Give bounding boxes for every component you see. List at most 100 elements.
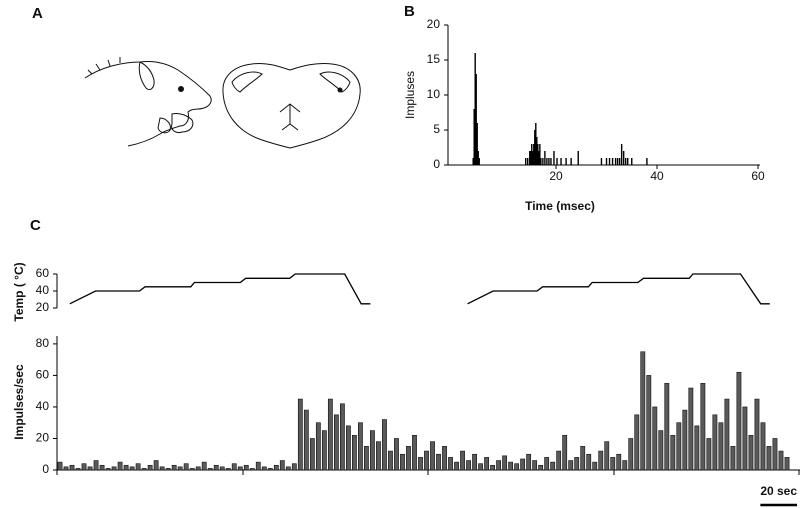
y-tick-label: 60 bbox=[36, 368, 50, 382]
bar bbox=[424, 450, 429, 471]
bar bbox=[542, 158, 544, 165]
bar bbox=[534, 130, 536, 165]
bar bbox=[658, 430, 664, 471]
bar bbox=[646, 158, 648, 165]
bar bbox=[622, 151, 625, 165]
bar bbox=[530, 151, 532, 165]
panel-label: B bbox=[404, 3, 415, 20]
bar bbox=[608, 158, 611, 165]
bar bbox=[472, 453, 477, 471]
bar bbox=[676, 422, 682, 471]
bar bbox=[466, 460, 471, 471]
bar bbox=[171, 464, 177, 471]
bar bbox=[352, 435, 357, 471]
bar bbox=[616, 453, 622, 471]
bar bbox=[537, 144, 539, 165]
illustration bbox=[84, 57, 361, 149]
bar bbox=[321, 430, 327, 471]
bar bbox=[478, 463, 483, 471]
bar bbox=[682, 409, 688, 471]
bar bbox=[526, 453, 532, 471]
panel-label: C bbox=[30, 217, 41, 234]
bar bbox=[57, 461, 63, 471]
bar bbox=[624, 158, 627, 165]
y-axis-title: Impulses/sec bbox=[12, 364, 26, 440]
bar bbox=[562, 435, 568, 471]
bar bbox=[315, 422, 321, 471]
bar bbox=[201, 461, 207, 471]
bar bbox=[400, 453, 405, 471]
y-tick-label: 0 bbox=[433, 157, 440, 171]
bar bbox=[327, 398, 333, 471]
bar bbox=[592, 461, 598, 471]
bar bbox=[616, 158, 619, 165]
bar bbox=[111, 466, 117, 471]
bar bbox=[778, 450, 784, 471]
bar bbox=[520, 458, 526, 471]
bar bbox=[718, 422, 724, 471]
bar bbox=[255, 461, 261, 471]
y-tick-label: 20 bbox=[36, 300, 50, 314]
bar bbox=[611, 158, 614, 165]
bar bbox=[93, 460, 99, 471]
bar bbox=[430, 441, 435, 471]
bar bbox=[237, 466, 243, 471]
x-tick-label: 40 bbox=[650, 169, 664, 183]
bar bbox=[267, 468, 273, 471]
bar bbox=[303, 409, 309, 471]
bar bbox=[436, 453, 441, 471]
y-tick-label: 60 bbox=[36, 266, 50, 280]
bar bbox=[376, 441, 381, 471]
bar bbox=[460, 450, 465, 471]
bar bbox=[448, 457, 453, 471]
bar bbox=[345, 425, 351, 471]
bar bbox=[772, 438, 778, 471]
bar bbox=[568, 460, 574, 471]
bar bbox=[556, 158, 558, 165]
bar bbox=[514, 463, 520, 471]
bar bbox=[442, 446, 447, 471]
y-axis-title: Temp ( °C) bbox=[12, 262, 26, 321]
bar bbox=[760, 422, 766, 471]
bar bbox=[614, 158, 617, 165]
bar bbox=[628, 438, 634, 471]
bar bbox=[159, 466, 165, 471]
bar bbox=[135, 463, 141, 471]
bar bbox=[646, 375, 652, 471]
bar bbox=[605, 158, 608, 165]
bar bbox=[141, 468, 147, 471]
bar bbox=[538, 464, 544, 471]
bar bbox=[548, 158, 550, 165]
bar bbox=[640, 351, 646, 471]
bar bbox=[574, 457, 580, 471]
bar bbox=[309, 438, 315, 471]
bar bbox=[553, 151, 555, 165]
bar bbox=[631, 158, 633, 165]
y-tick-label: 40 bbox=[36, 283, 50, 297]
temperature-line bbox=[467, 273, 770, 305]
bar bbox=[81, 463, 87, 471]
bar bbox=[712, 414, 718, 471]
bar bbox=[627, 158, 629, 165]
bar bbox=[600, 158, 603, 165]
bar bbox=[531, 144, 533, 165]
bar bbox=[105, 468, 111, 471]
bar bbox=[604, 441, 610, 471]
bar bbox=[339, 403, 345, 471]
bar bbox=[544, 151, 546, 165]
bar bbox=[297, 398, 303, 471]
bar bbox=[63, 466, 69, 471]
bar bbox=[249, 468, 255, 471]
bar bbox=[533, 144, 535, 165]
bar bbox=[231, 463, 237, 471]
bar bbox=[69, 464, 75, 471]
x-tick-label: 60 bbox=[751, 169, 765, 183]
bar bbox=[598, 450, 604, 471]
bar bbox=[473, 109, 475, 165]
bar bbox=[550, 158, 552, 165]
bar bbox=[550, 461, 556, 471]
bar bbox=[129, 466, 135, 471]
y-axis-title: Impluses bbox=[403, 71, 417, 119]
bar bbox=[565, 158, 567, 165]
